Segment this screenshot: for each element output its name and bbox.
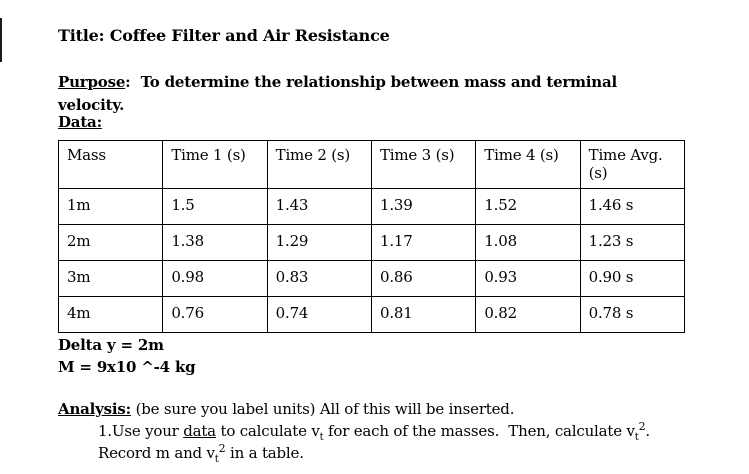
- table-header-row: Mass Time 1 (s) Time 2 (s) Time 3 (s) Ti…: [57, 140, 686, 189]
- cell-time-avg: 0.90 s: [579, 260, 686, 297]
- vt-subscript: t: [214, 454, 219, 465]
- item1-text: 1.Use your: [98, 422, 184, 440]
- header-cell-time2: Time 2 (s): [266, 140, 372, 189]
- analysis-label: Analysis:: [58, 400, 132, 418]
- vt-subscript: t: [319, 432, 324, 443]
- table-row: 4m 0.76 0.74 0.81 0.82 0.78 s: [57, 296, 686, 333]
- cell-time3: 1.17: [370, 224, 477, 261]
- table-row: 3m 0.98 0.83 0.86 0.93 0.90 s: [57, 260, 686, 297]
- item2-text: in a table.: [225, 444, 304, 462]
- header-cell-time4: Time 4 (s): [475, 140, 581, 189]
- purpose-paragraph: Purpose: To determine the relationship b…: [58, 71, 678, 117]
- data-section-label: Data:: [58, 113, 102, 131]
- cell-time2: 1.43: [266, 188, 372, 225]
- cell-time3: 1.39: [370, 188, 477, 225]
- purpose-text-line1: To determine the relationship between ma…: [140, 73, 618, 91]
- analysis-item-1: 1.Use your data to calculate vt for each…: [58, 420, 708, 443]
- cell-time2: 0.83: [266, 260, 372, 297]
- cell-time-avg: 1.23 s: [579, 224, 686, 261]
- left-edge-artifact-line: [0, 18, 2, 62]
- item1-text: to calculate v: [215, 422, 320, 440]
- cell-mass: 1m: [57, 188, 164, 225]
- cell-time2: 1.29: [266, 224, 372, 261]
- analysis-heading-line: Analysis: (be sure you label units) All …: [58, 398, 708, 420]
- item1-text: for each of the masses. Then, calculate …: [323, 422, 635, 440]
- cell-time1: 1.38: [162, 224, 268, 261]
- cell-time1: 1.5: [162, 188, 268, 225]
- cell-time4: 0.93: [475, 260, 581, 297]
- analysis-intro-text: (be sure you label units) All of this wi…: [131, 400, 515, 418]
- doc-title: Title: Coffee Filter and Air Resistance: [58, 26, 390, 45]
- mass-value: M = 9x10 ^-4 kg: [58, 358, 196, 376]
- item2-text: Record m and v: [98, 444, 215, 462]
- vt-subscript: t: [634, 432, 639, 443]
- squared-superscript: 2: [638, 420, 646, 433]
- cell-time3: 0.81: [370, 296, 477, 333]
- purpose-text-line2: velocity.: [58, 96, 125, 114]
- cell-mass: 4m: [57, 296, 164, 333]
- cell-time-avg: 0.78 s: [579, 296, 686, 333]
- cell-mass: 3m: [57, 260, 164, 297]
- header-cell-time1: Time 1 (s): [162, 140, 268, 189]
- delta-y-value: Delta y = 2m: [58, 336, 164, 354]
- data-table: Mass Time 1 (s) Time 2 (s) Time 3 (s) Ti…: [57, 140, 686, 333]
- cell-mass: 2m: [57, 224, 164, 261]
- item1-text: .: [645, 422, 650, 440]
- cell-time4: 0.82: [475, 296, 581, 333]
- data-table-container: Mass Time 1 (s) Time 2 (s) Time 3 (s) Ti…: [57, 140, 686, 333]
- header-cell-time-avg: Time Avg. (s): [579, 140, 686, 189]
- cell-time4: 1.52: [475, 188, 581, 225]
- data-section-heading: Data:: [58, 113, 102, 131]
- analysis-section: Analysis: (be sure you label units) All …: [58, 398, 708, 465]
- squared-superscript: 2: [218, 442, 226, 455]
- purpose-label: Purpose: To determine the relationship b…: [58, 73, 617, 91]
- cell-time1: 0.98: [162, 260, 268, 297]
- cell-time3: 0.86: [370, 260, 477, 297]
- header-cell-mass: Mass: [57, 140, 164, 189]
- header-cell-time3: Time 3 (s): [370, 140, 477, 189]
- constants-paragraph: Delta y = 2m M = 9x10 ^-4 kg: [58, 334, 196, 378]
- cell-time1: 0.76: [162, 296, 268, 333]
- cell-time2: 0.74: [266, 296, 372, 333]
- analysis-item-2: Record m and vt2 in a table.: [58, 442, 708, 465]
- cell-time4: 1.08: [475, 224, 581, 261]
- table-row: 2m 1.38 1.29 1.17 1.08 1.23 s: [57, 224, 686, 261]
- table-row: 1m 1.5 1.43 1.39 1.52 1.46 s: [57, 188, 686, 225]
- purpose-separator: :: [125, 73, 141, 91]
- cell-time-avg: 1.46 s: [579, 188, 686, 225]
- purpose-label-text: Purpose: [58, 73, 126, 91]
- item1-data-word: data: [183, 422, 216, 440]
